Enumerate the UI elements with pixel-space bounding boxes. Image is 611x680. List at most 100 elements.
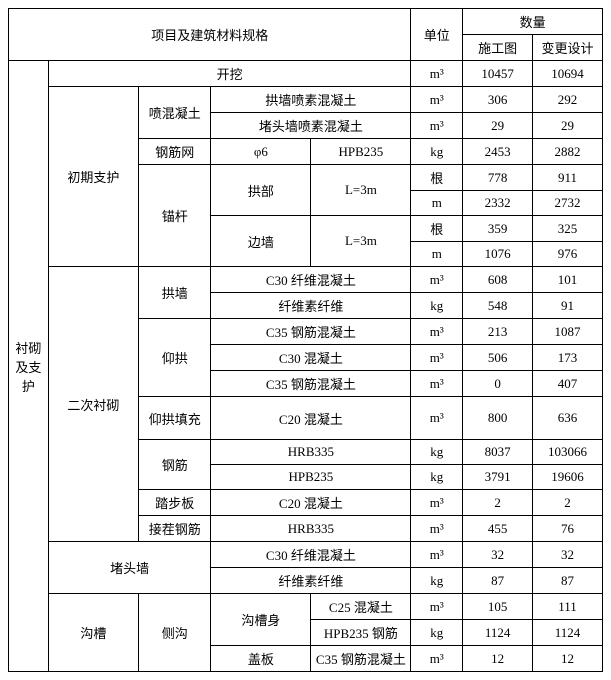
cell-val: 87 <box>463 568 533 594</box>
cell-val: 911 <box>533 165 603 191</box>
cell-excavation: 开挖 <box>48 61 411 87</box>
cell-c30-fiber: C30 纤维混凝土 <box>211 542 411 568</box>
cell-unit: kg <box>411 620 463 646</box>
cell-l3m: L=3m <box>311 216 411 267</box>
cell-end-wall: 堵头墙 <box>48 542 211 594</box>
cell-val: 8037 <box>463 440 533 465</box>
cell-val: 636 <box>533 397 603 440</box>
header-unit: 单位 <box>411 9 463 61</box>
cell-arch-wall: 拱墙 <box>139 267 211 319</box>
cell-unit: m³ <box>411 646 463 672</box>
cell-unit: 根 <box>411 165 463 191</box>
cell-val: 105 <box>463 594 533 620</box>
cell-c35-rebar: C35 钢筋混凝土 <box>211 319 411 345</box>
material-spec-table: 项目及建筑材料规格 单位 数量 施工图 变更设计 衬砌及支护 开挖 m³ 104… <box>8 8 603 672</box>
cell-c30-fiber: C30 纤维混凝土 <box>211 267 411 293</box>
cell-unit: m <box>411 191 463 216</box>
cell-cover-plate: 盖板 <box>211 646 311 672</box>
cell-shotcrete: 喷混凝土 <box>139 87 211 139</box>
cell-step-board: 踏步板 <box>139 490 211 516</box>
cell-val: 29 <box>533 113 603 139</box>
cell-hpb235: HPB235 <box>211 465 411 490</box>
cell-val: 29 <box>463 113 533 139</box>
cell-unit: m³ <box>411 319 463 345</box>
table-row: 沟槽 侧沟 沟槽身 C25 混凝土 m³ 105 111 <box>9 594 603 620</box>
header-q1: 施工图 <box>463 35 533 61</box>
cell-hpb235: HPB235 <box>311 139 411 165</box>
cell-hpb235-rebar: HPB235 钢筋 <box>311 620 411 646</box>
cell-val: 0 <box>463 371 533 397</box>
cell-val: 2 <box>533 490 603 516</box>
table-row: 二次衬砌 拱墙 C30 纤维混凝土 m³ 608 101 <box>9 267 603 293</box>
cell-val: 359 <box>463 216 533 242</box>
cell-arch-part: 拱部 <box>211 165 311 216</box>
header-qty: 数量 <box>463 9 603 35</box>
cell-val: 101 <box>533 267 603 293</box>
cell-l3m: L=3m <box>311 165 411 216</box>
cell-val: 2732 <box>533 191 603 216</box>
cell-val: 2453 <box>463 139 533 165</box>
cell-unit: m³ <box>411 594 463 620</box>
cell-val: 87 <box>533 568 603 594</box>
cell-val: 2 <box>463 490 533 516</box>
cell-rebar: 钢筋 <box>139 440 211 490</box>
cell-unit: kg <box>411 293 463 319</box>
cell-val: 976 <box>533 242 603 267</box>
cell-unit: kg <box>411 139 463 165</box>
cell-trench-body: 沟槽身 <box>211 594 311 646</box>
cell-unit: m³ <box>411 397 463 440</box>
cell-secondary-lining: 二次衬砌 <box>48 267 138 542</box>
cell-c20-concrete: C20 混凝土 <box>211 490 411 516</box>
cell-val: 32 <box>463 542 533 568</box>
cell-hrb335: HRB335 <box>211 516 411 542</box>
cell-val: 76 <box>533 516 603 542</box>
cell-unit: m³ <box>411 61 463 87</box>
cell-val: 407 <box>533 371 603 397</box>
cell-endwall-shotcrete: 堵头墙喷素混凝土 <box>211 113 411 139</box>
table-row: 初期支护 喷混凝土 拱墙喷素混凝土 m³ 306 292 <box>9 87 603 113</box>
cell-val: 19606 <box>533 465 603 490</box>
cell-unit: 根 <box>411 216 463 242</box>
cell-val: 1124 <box>533 620 603 646</box>
cell-val: 2882 <box>533 139 603 165</box>
cell-c25-concrete: C25 混凝土 <box>311 594 411 620</box>
cell-val: 325 <box>533 216 603 242</box>
cell-val: 173 <box>533 345 603 371</box>
cell-joint-rebar: 接茬钢筋 <box>139 516 211 542</box>
cell-unit: m³ <box>411 490 463 516</box>
cell-unit: kg <box>411 568 463 594</box>
cell-val: 12 <box>533 646 603 672</box>
cell-c30-concrete: C30 混凝土 <box>211 345 411 371</box>
cell-val: 103066 <box>533 440 603 465</box>
cell-side-wall: 边墙 <box>211 216 311 267</box>
cell-initial-support: 初期支护 <box>48 87 138 267</box>
cell-val: 2332 <box>463 191 533 216</box>
header-q2: 变更设计 <box>533 35 603 61</box>
cell-unit: m³ <box>411 267 463 293</box>
cell-val: 1076 <box>463 242 533 267</box>
cell-anchor: 锚杆 <box>139 165 211 267</box>
cell-phi6: φ6 <box>211 139 311 165</box>
cell-val: 3791 <box>463 465 533 490</box>
cell-invert: 仰拱 <box>139 319 211 397</box>
cell-unit: m³ <box>411 87 463 113</box>
cell-val: 455 <box>463 516 533 542</box>
cell-lining: 衬砌及支护 <box>9 61 49 672</box>
cell-val: 306 <box>463 87 533 113</box>
cell-unit: m <box>411 242 463 267</box>
cell-arch-shotcrete: 拱墙喷素混凝土 <box>211 87 411 113</box>
cell-rebar-mesh: 钢筋网 <box>139 139 211 165</box>
cell-fiber-fiber: 纤维素纤维 <box>211 293 411 319</box>
cell-val: 213 <box>463 319 533 345</box>
cell-c35-rebar: C35 钢筋混凝土 <box>211 371 411 397</box>
cell-val: 32 <box>533 542 603 568</box>
cell-val: 506 <box>463 345 533 371</box>
cell-val: 111 <box>533 594 603 620</box>
cell-val: 548 <box>463 293 533 319</box>
cell-unit: kg <box>411 465 463 490</box>
header-row-1: 项目及建筑材料规格 单位 数量 <box>9 9 603 35</box>
cell-val: 10457 <box>463 61 533 87</box>
cell-hrb335: HRB335 <box>211 440 411 465</box>
cell-val: 292 <box>533 87 603 113</box>
cell-fiber-fiber: 纤维素纤维 <box>211 568 411 594</box>
